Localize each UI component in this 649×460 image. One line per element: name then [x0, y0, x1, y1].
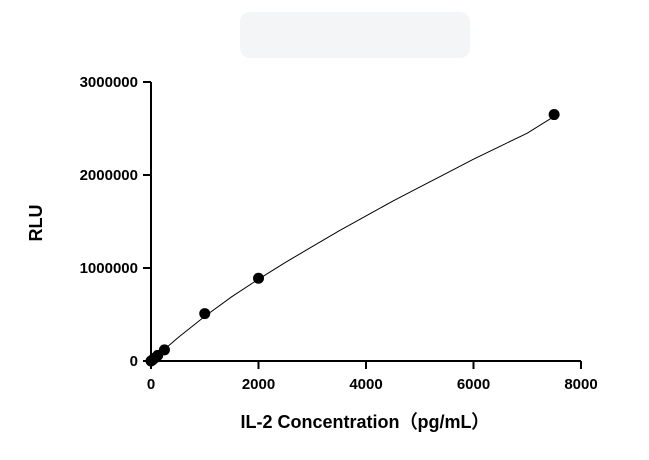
axis-titles: IL-2 Concentration（pg/mL） RLU	[26, 205, 490, 433]
data-points	[145, 109, 560, 367]
fit-curve	[150, 115, 555, 362]
fit-line	[150, 115, 555, 362]
x-tick-label: 2000	[242, 376, 275, 393]
data-point	[199, 308, 211, 320]
x-axis-title: IL-2 Concentration（pg/mL）	[241, 412, 490, 432]
y-axis-title: RLU	[26, 205, 46, 242]
title-placeholder	[240, 12, 470, 58]
data-point	[253, 272, 264, 284]
y-tick-label: 1000000	[80, 260, 138, 277]
x-tick-label: 4000	[349, 376, 382, 393]
y-tick-label: 2000000	[80, 167, 138, 184]
axes: 0 1000000 2000000 3000000 0 2000 4000 6000 8000	[80, 74, 598, 393]
y-tick-label: 0	[130, 353, 138, 370]
x-tick-label: 0	[147, 376, 155, 393]
x-tick-label: 6000	[457, 376, 490, 393]
data-point	[158, 344, 170, 356]
data-point	[548, 109, 560, 121]
y-tick-label: 3000000	[80, 74, 138, 91]
x-tick-label: 8000	[564, 376, 597, 393]
